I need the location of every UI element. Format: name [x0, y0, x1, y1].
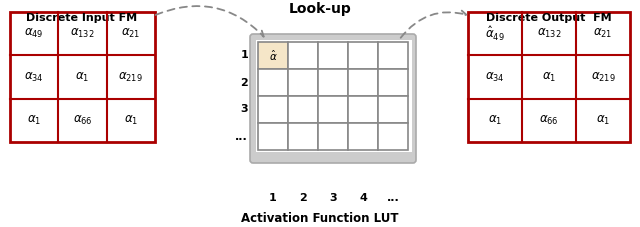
Bar: [318, 96, 348, 123]
Bar: [258, 123, 288, 150]
Text: $\alpha_{34}$: $\alpha_{34}$: [24, 70, 44, 84]
Text: 4: 4: [359, 193, 367, 203]
Bar: [468, 12, 630, 142]
Text: $\alpha_{21}$: $\alpha_{21}$: [593, 27, 612, 40]
Text: $\alpha_{21}$: $\alpha_{21}$: [121, 27, 141, 40]
Bar: [318, 42, 348, 69]
Bar: [348, 123, 378, 150]
Bar: [348, 96, 378, 123]
Bar: [288, 96, 318, 123]
Text: $\alpha_{1}$: $\alpha_{1}$: [596, 114, 610, 127]
Text: $\hat{\alpha}_{49}$: $\hat{\alpha}_{49}$: [485, 25, 505, 43]
Text: $\alpha_{1}$: $\alpha_{1}$: [542, 70, 556, 84]
Text: Discrete Input FM: Discrete Input FM: [26, 13, 138, 23]
Bar: [288, 42, 318, 69]
Bar: [288, 123, 318, 150]
Bar: [378, 123, 408, 150]
Text: 1: 1: [269, 193, 277, 203]
Text: $\alpha_{1}$: $\alpha_{1}$: [76, 70, 90, 84]
Bar: [348, 42, 378, 69]
Text: ...: ...: [387, 193, 399, 203]
Text: $\alpha_{34}$: $\alpha_{34}$: [485, 70, 505, 84]
Text: Discrete Output  FM: Discrete Output FM: [486, 13, 612, 23]
Text: 3: 3: [329, 193, 337, 203]
Text: $\alpha_{66}$: $\alpha_{66}$: [72, 114, 92, 127]
Text: $\alpha_{1}$: $\alpha_{1}$: [488, 114, 502, 127]
Text: $\alpha_{1}$: $\alpha_{1}$: [124, 114, 138, 127]
Bar: [256, 40, 412, 152]
FancyBboxPatch shape: [250, 34, 416, 163]
Text: $\alpha_{219}$: $\alpha_{219}$: [118, 70, 143, 84]
Text: Activation Function LUT: Activation Function LUT: [241, 212, 399, 225]
Bar: [258, 42, 288, 69]
Bar: [348, 69, 378, 96]
Bar: [288, 69, 318, 96]
Text: $\alpha_{1}$: $\alpha_{1}$: [27, 114, 42, 127]
Bar: [258, 69, 288, 96]
Text: $\hat{\alpha}$: $\hat{\alpha}$: [269, 48, 277, 63]
Text: ...: ...: [236, 131, 248, 141]
Text: $\alpha_{132}$: $\alpha_{132}$: [537, 27, 561, 40]
Text: 1: 1: [240, 50, 248, 61]
Text: 2: 2: [240, 77, 248, 87]
Text: $\alpha_{132}$: $\alpha_{132}$: [70, 27, 95, 40]
Bar: [378, 69, 408, 96]
Bar: [318, 123, 348, 150]
Text: 2: 2: [299, 193, 307, 203]
Bar: [258, 96, 288, 123]
Bar: [318, 69, 348, 96]
Text: Look-up: Look-up: [289, 2, 351, 16]
Bar: [10, 12, 155, 142]
Text: $\alpha_{49}$: $\alpha_{49}$: [24, 27, 44, 40]
Bar: [378, 96, 408, 123]
Text: $\alpha_{66}$: $\alpha_{66}$: [539, 114, 559, 127]
Bar: [378, 42, 408, 69]
Text: $\alpha_{219}$: $\alpha_{219}$: [591, 70, 616, 84]
Text: 3: 3: [241, 104, 248, 114]
